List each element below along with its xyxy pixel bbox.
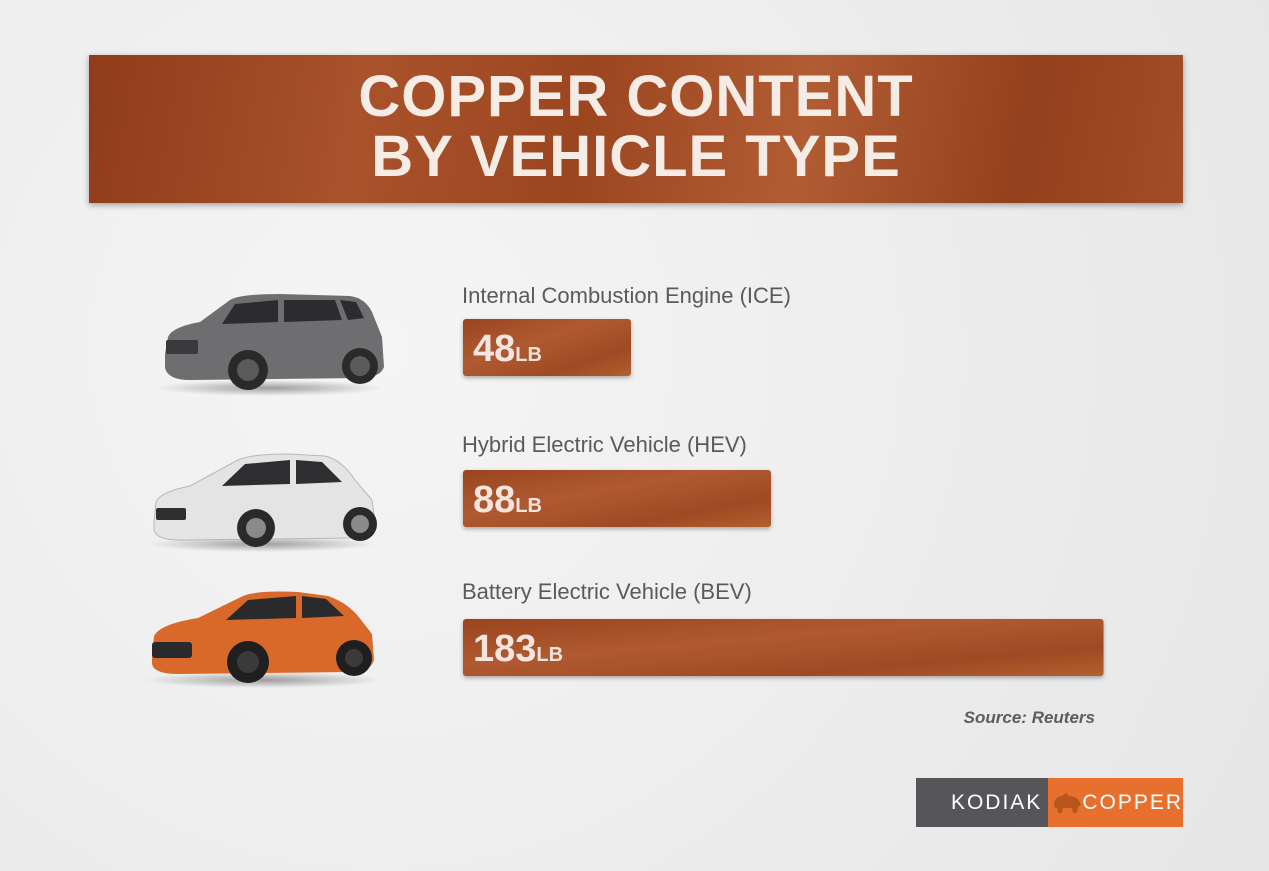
vehicle-bev-image	[143, 591, 383, 688]
title-line-2: BY VEHICLE TYPE	[371, 124, 901, 189]
logo-word-kodiak: KODIAK	[950, 790, 1043, 814]
bar-value-label: 48LB	[473, 328, 542, 370]
vehicle-ice-image	[155, 294, 385, 396]
bear-icon	[1054, 792, 1082, 813]
bar	[463, 319, 631, 376]
bar-value-label: 183LB	[473, 628, 563, 670]
kodiak-copper-logo: KODIAK COPPER	[916, 778, 1183, 827]
title-line-1: COPPER CONTENT	[358, 64, 914, 129]
category-label: Hybrid Electric Vehicle (HEV)	[462, 432, 747, 457]
bar	[463, 470, 771, 527]
bars-layer: Internal Combustion Engine (ICE) 48LB Hybr…	[462, 283, 1104, 676]
logo-right-panel: COPPER	[1048, 778, 1183, 827]
vehicle-hev-image	[147, 453, 377, 552]
title-banner: COPPER CONTENT BY VEHICLE TYPE	[89, 55, 1183, 203]
category-label: Internal Combustion Engine (ICE)	[462, 283, 791, 308]
category-label: Battery Electric Vehicle (BEV)	[462, 579, 752, 604]
logo-left-panel: KODIAK	[916, 778, 1049, 827]
source-note: Source: Reuters	[963, 708, 1095, 727]
bar-value-label: 88LB	[473, 479, 542, 521]
bar	[463, 619, 1104, 676]
logo-word-copper: COPPER	[1082, 790, 1183, 814]
